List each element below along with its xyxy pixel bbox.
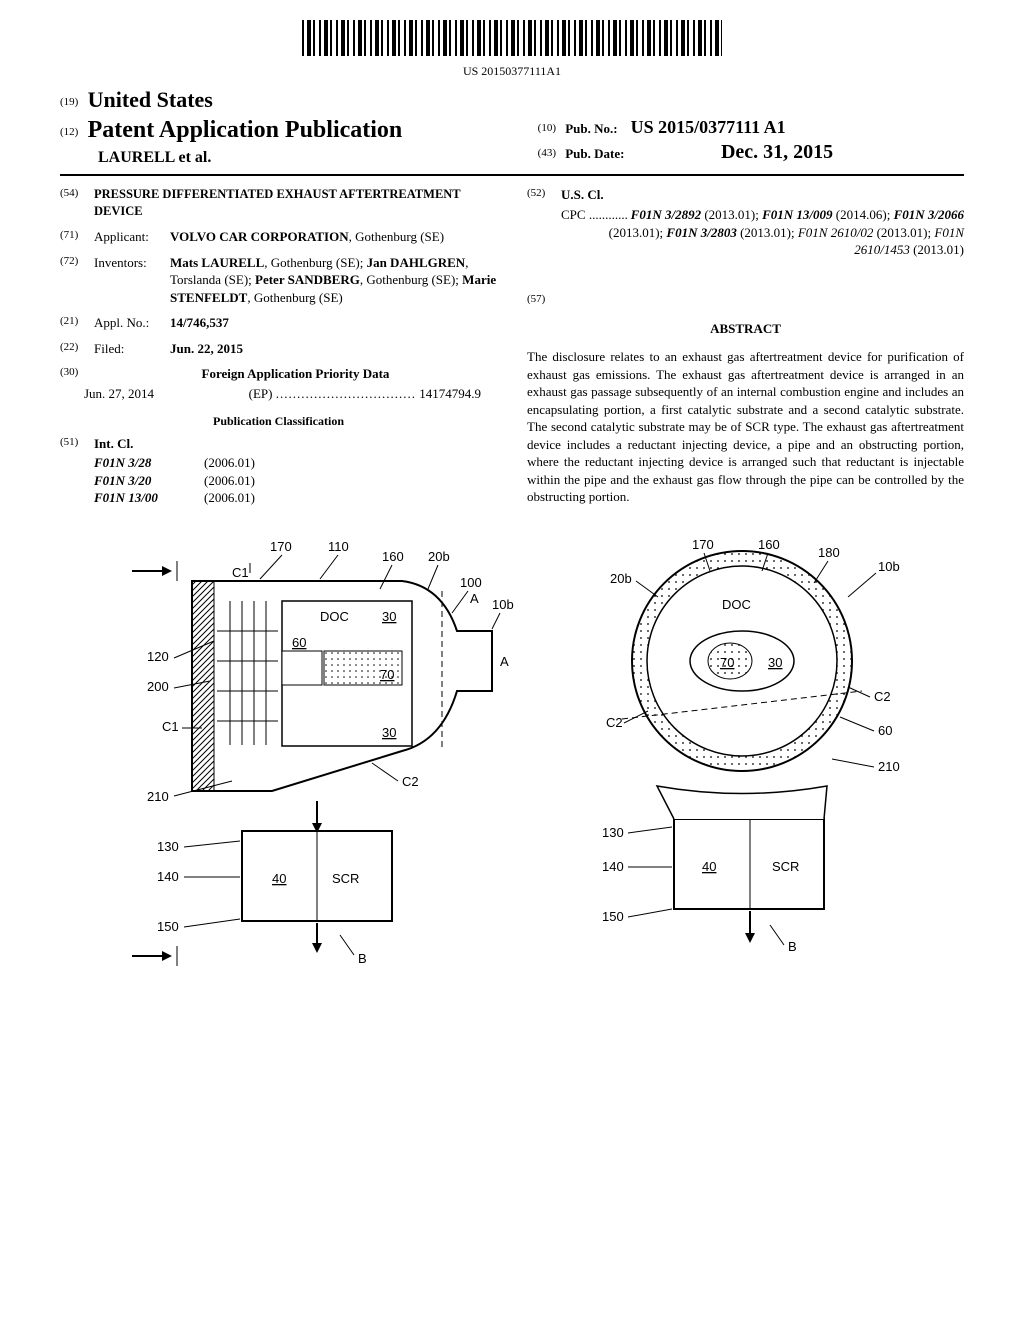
- svg-text:40: 40: [702, 859, 716, 874]
- foreign-appno: 14174794.9: [419, 386, 481, 401]
- svg-text:70: 70: [720, 655, 734, 670]
- abstract-heading: ABSTRACT: [527, 320, 964, 338]
- invention-title: PRESSURE DIFFERENTIATED EXHAUST AFTERTRE…: [94, 186, 497, 220]
- svg-text:130: 130: [602, 825, 624, 840]
- svg-text:30: 30: [382, 609, 396, 624]
- svg-text:170: 170: [692, 537, 714, 552]
- pubdate-prefix: (43): [538, 147, 556, 159]
- svg-text:C1: C1: [162, 719, 179, 734]
- svg-text:130: 130: [157, 839, 179, 854]
- svg-text:150: 150: [157, 919, 179, 934]
- foreign-priority-row: Jun. 27, 2014 (EP) .....................…: [84, 385, 497, 403]
- svg-text:170: 170: [270, 539, 292, 554]
- svg-text:160: 160: [382, 549, 404, 564]
- header-left: (19) United States (12) Patent Applicati…: [60, 85, 508, 169]
- publication-type: Patent Application Publication: [88, 117, 403, 143]
- intcl-row-1: F01N 3/20 (2006.01): [94, 472, 497, 490]
- svg-text:160: 160: [758, 537, 780, 552]
- svg-text:140: 140: [157, 869, 179, 884]
- svg-text:60: 60: [878, 723, 892, 738]
- svg-text:180: 180: [818, 545, 840, 560]
- header: (19) United States (12) Patent Applicati…: [60, 85, 964, 177]
- pubclass-heading: Publication Classification: [60, 413, 497, 429]
- header-right: (10) Pub. No.: US 2015/0377111 A1 (43) P…: [538, 85, 964, 169]
- figure-left: DOC 30 60 70 30 40 SCR 120 200 C1 C1 210…: [102, 531, 522, 971]
- applicant-name: VOLVO CAR CORPORATION: [170, 229, 349, 244]
- svg-text:B: B: [358, 951, 367, 966]
- applicant-location: Gothenburg (SE): [355, 229, 444, 244]
- title-field: (54) PRESSURE DIFFERENTIATED EXHAUST AFT…: [60, 186, 497, 220]
- applno-field: (21) Appl. No.: 14/746,537: [60, 314, 497, 332]
- fig-text-scr: SCR: [332, 871, 359, 886]
- figure-area: DOC 30 60 70 30 40 SCR 120 200 C1 C1 210…: [60, 531, 964, 971]
- intcl-row-2: F01N 13/00 (2006.01): [94, 489, 497, 507]
- barcode-text: US 20150377111A1: [60, 63, 964, 79]
- svg-text:100: 100: [460, 575, 482, 590]
- svg-text:C2: C2: [402, 774, 419, 789]
- pubdate-label: Pub. Date:: [565, 146, 624, 161]
- pub-prefix: (12): [60, 126, 78, 138]
- abstract-text: The disclosure relates to an exhaust gas…: [527, 348, 964, 506]
- svg-text:60: 60: [292, 635, 306, 650]
- figure-right: DOC 70 30 40 SCR 20b 170 160 180 10b C2 …: [562, 531, 922, 971]
- filed-field: (22) Filed: Jun. 22, 2015: [60, 340, 497, 358]
- biblio-left: (54) PRESSURE DIFFERENTIATED EXHAUST AFT…: [60, 186, 497, 507]
- filed-date: Jun. 22, 2015: [170, 340, 497, 358]
- svg-text:C1: C1: [232, 565, 249, 580]
- svg-text:200: 200: [147, 679, 169, 694]
- svg-text:150: 150: [602, 909, 624, 924]
- svg-text:210: 210: [878, 759, 900, 774]
- foreign-heading-row: (30) Foreign Application Priority Data: [60, 365, 497, 383]
- svg-text:20b: 20b: [428, 549, 450, 564]
- abstract-block: (57) ABSTRACT The disclosure relates to …: [527, 289, 964, 506]
- fig-text-doc: DOC: [320, 609, 349, 624]
- country: United States: [88, 87, 213, 112]
- svg-text:140: 140: [602, 859, 624, 874]
- foreign-heading: Foreign Application Priority Data: [94, 365, 497, 383]
- barcode-graphic: [302, 20, 722, 56]
- svg-text:A: A: [470, 591, 479, 606]
- svg-text:SCR: SCR: [772, 859, 799, 874]
- publication-date: Dec. 31, 2015: [721, 141, 833, 163]
- foreign-cc: (EP): [249, 386, 273, 401]
- inventors-field: (72) Inventors: Mats LAURELL, Gothenburg…: [60, 254, 497, 307]
- uscl-field: (52) U.S. Cl.: [527, 186, 964, 204]
- country-prefix: (19): [60, 96, 78, 108]
- intcl-field: (51) Int. Cl.: [60, 435, 497, 453]
- foreign-date: Jun. 27, 2014: [84, 385, 154, 403]
- bibliographic-data: (54) PRESSURE DIFFERENTIATED EXHAUST AFT…: [60, 186, 964, 507]
- svg-text:B: B: [788, 939, 797, 954]
- svg-text:210: 210: [147, 789, 169, 804]
- biblio-right: (52) U.S. Cl. CPC ............ F01N 3/28…: [527, 186, 964, 507]
- intcl-row-0: F01N 3/28 (2006.01): [94, 454, 497, 472]
- svg-text:DOC: DOC: [722, 597, 751, 612]
- pubno-prefix: (10): [538, 122, 556, 134]
- svg-text:20b: 20b: [610, 571, 632, 586]
- svg-text:A: A: [500, 654, 509, 669]
- svg-text:30: 30: [768, 655, 782, 670]
- svg-text:10b: 10b: [878, 559, 900, 574]
- svg-text:120: 120: [147, 649, 169, 664]
- svg-text:30: 30: [382, 725, 396, 740]
- uscl-codes: CPC ............ F01N 3/2892 (2013.01); …: [561, 206, 964, 259]
- svg-text:C2: C2: [874, 689, 891, 704]
- application-number: 14/746,537: [170, 314, 497, 332]
- svg-text:C2: C2: [606, 715, 623, 730]
- svg-text:40: 40: [272, 871, 286, 886]
- barcode-area: US 20150377111A1: [60, 20, 964, 79]
- svg-text:110: 110: [328, 539, 349, 554]
- pubno-label: Pub. No.:: [565, 121, 617, 136]
- inventor-header: LAURELL et al.: [98, 149, 211, 166]
- inventors-list: Mats LAURELL, Gothenburg (SE); Jan DAHLG…: [170, 254, 497, 307]
- title-num: (54): [60, 186, 94, 220]
- applicant-field: (71) Applicant: VOLVO CAR CORPORATION, G…: [60, 228, 497, 246]
- publication-number: US 2015/0377111 A1: [631, 117, 786, 137]
- svg-text:10b: 10b: [492, 597, 514, 612]
- svg-text:70: 70: [380, 667, 394, 682]
